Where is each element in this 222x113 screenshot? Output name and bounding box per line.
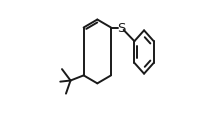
Text: S: S [117,22,125,35]
